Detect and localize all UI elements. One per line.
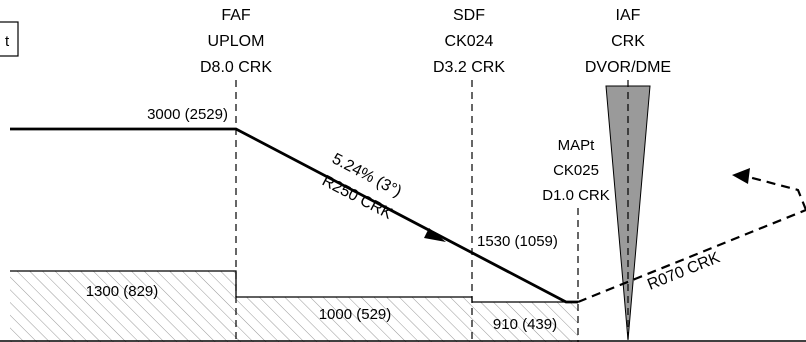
missed-approach-path xyxy=(577,208,806,304)
min-altitude-label-2: 1000 (529) xyxy=(319,306,392,323)
sdf-label-1: SDF xyxy=(453,7,485,24)
corner-box xyxy=(0,21,19,57)
minimum-altitude-line xyxy=(10,270,578,303)
missed-approach-track-label: R070 CRK xyxy=(645,249,723,294)
missed-approach-turn xyxy=(744,174,806,211)
sdf-label-3: D3.2 CRK xyxy=(433,59,505,76)
mapt-label-3: D1.0 CRK xyxy=(542,187,610,204)
missed-approach-arrow xyxy=(732,168,750,184)
faf-label-1: FAF xyxy=(221,7,251,24)
approach-path xyxy=(10,127,578,304)
mapt-label-2: CK025 xyxy=(553,162,599,179)
sdf-altitude-label: 1530 (1059) xyxy=(477,233,558,250)
faf-label-3: D8.0 CRK xyxy=(200,59,272,76)
hatch-area-1 xyxy=(10,271,236,342)
iaf-label-1: IAF xyxy=(616,7,641,24)
iaf-label-2: CRK xyxy=(611,33,645,50)
sdf-label-2: CK024 xyxy=(445,33,494,50)
approach-direction-arrow xyxy=(424,228,446,242)
mapt-label-1: MAPt xyxy=(558,137,596,154)
min-altitude-label-1: 1300 (829) xyxy=(86,283,159,300)
min-altitude-label-3: 910 (439) xyxy=(493,316,557,333)
iaf-label-3: DVOR/DME xyxy=(585,59,671,76)
initial-altitude-label: 3000 (2529) xyxy=(147,106,228,123)
corner-box-label: t xyxy=(5,33,10,50)
faf-label-2: UPLOM xyxy=(208,33,265,50)
hatch-area-2 xyxy=(236,297,472,342)
hatch-area-3 xyxy=(472,302,578,342)
